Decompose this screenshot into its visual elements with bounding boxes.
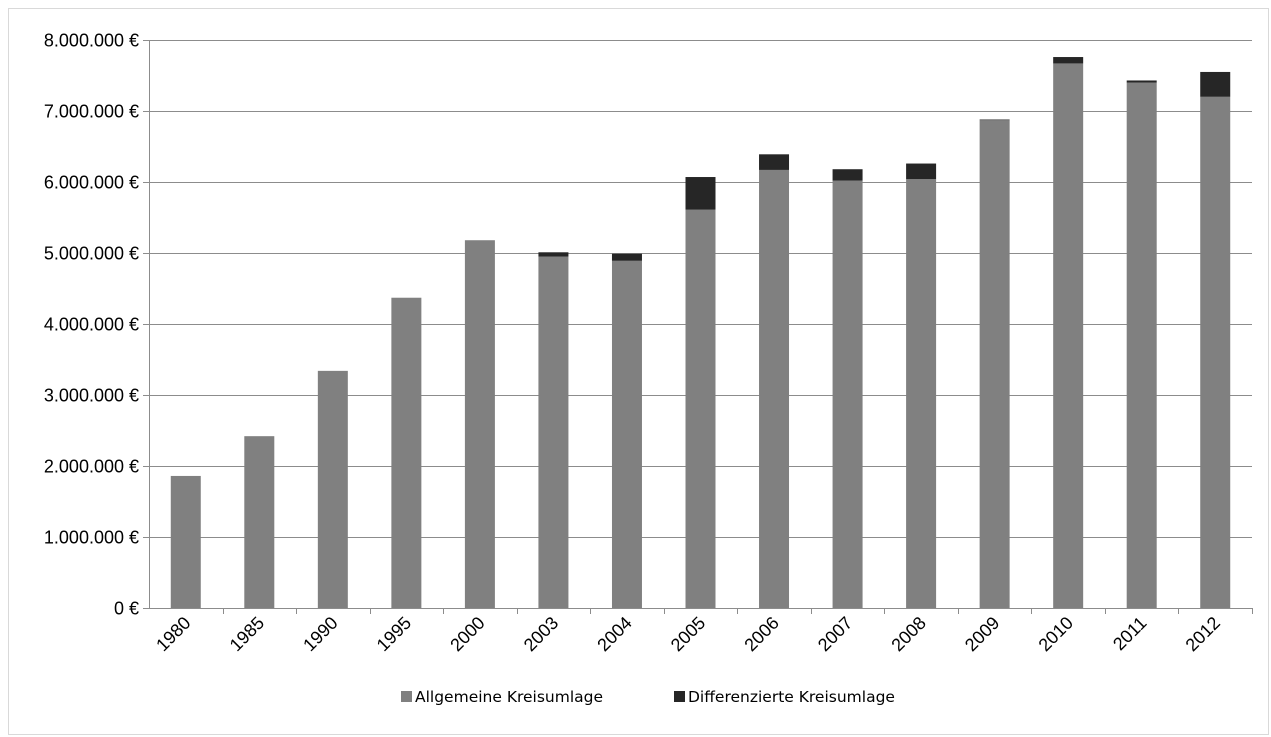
y-axis-tick-labels: 0 € 1.000.000 € 2.000.000 € 3.000.000 € 4.00…	[44, 31, 139, 619]
y-tick-label: 1.000.000 €	[44, 528, 139, 548]
y-tick-label: 3.000.000 €	[44, 386, 139, 406]
legend-label-allgemeine: Allgemeine Kreisumlage	[415, 688, 603, 706]
y-tick-label: 5.000.000 €	[44, 244, 139, 264]
bar-differenzierte-2011	[1126, 80, 1157, 83]
bar-allgemeine-2012	[1200, 96, 1231, 609]
y-tick-label: 6.000.000 €	[44, 173, 139, 193]
y-tick-label: 7.000.000 €	[44, 102, 139, 122]
x-tick-label: 2004	[593, 613, 635, 655]
legend: Allgemeine Kreisumlage Differenzierte Kre…	[401, 688, 895, 706]
x-tick-label: 2008	[887, 613, 929, 655]
x-axis-tick-labels: 1980 1985 1990 1995 2000 2003 2004 2005 2006 2007…	[152, 613, 1224, 655]
bar-allgemeine-2004	[611, 260, 642, 608]
bar-differenzierte-2007	[832, 169, 863, 181]
stacked-bar-chart: 0 € 1.000.000 € 2.000.000 € 3.000.000 € 4.00…	[44, 31, 1253, 706]
bar-allgemeine-1990	[317, 370, 348, 608]
x-tick-label: 1990	[299, 613, 341, 655]
bar-allgemeine-2010	[1053, 63, 1084, 609]
x-tick-label: 2003	[520, 613, 562, 655]
x-tick-label: 1980	[152, 613, 194, 655]
bar-allgemeine-2003	[538, 256, 569, 608]
x-tick-label: 2010	[1035, 613, 1077, 655]
bar-allgemeine-2011	[1126, 82, 1157, 609]
legend-swatch-allgemeine	[401, 691, 412, 702]
x-tick-label: 1985	[226, 613, 268, 655]
x-tick-label: 2000	[446, 613, 488, 655]
y-tick-label: 0 €	[114, 599, 139, 619]
x-tick-label: 2006	[740, 613, 782, 655]
bar-allgemeine-2009	[979, 120, 1010, 608]
bars	[170, 57, 1231, 609]
x-tick-label: 1995	[373, 613, 415, 655]
axes	[143, 40, 1253, 614]
bar-differenzierte-2010	[1053, 57, 1084, 64]
bar-differenzierte-2003	[538, 252, 569, 257]
bar-allgemeine-2005	[685, 209, 716, 608]
x-tick-label: 2012	[1182, 613, 1224, 655]
bar-differenzierte-2004	[611, 253, 642, 261]
bar-allgemeine-1985	[244, 436, 275, 608]
x-tick-label: 2011	[1109, 613, 1151, 655]
bar-allgemeine-1980	[170, 475, 201, 608]
chart-frame: 0 € 1.000.000 € 2.000.000 € 3.000.000 € 4.00…	[8, 8, 1269, 735]
bar-allgemeine-2008	[906, 179, 937, 608]
legend-swatch-differenzierte	[674, 691, 685, 702]
x-tick-label: 2005	[667, 613, 709, 655]
bar-allgemeine-1995	[391, 297, 422, 608]
y-tick-label: 2.000.000 €	[44, 457, 139, 477]
legend-label-differenzierte: Differenzierte Kreisumlage	[688, 688, 895, 706]
y-tick-label: 4.000.000 €	[44, 315, 139, 335]
bar-allgemeine-2006	[759, 169, 790, 608]
bar-differenzierte-2008	[906, 163, 937, 180]
x-tick-label: 2009	[961, 613, 1003, 655]
bar-allgemeine-2007	[832, 180, 863, 608]
bar-differenzierte-2012	[1200, 71, 1231, 97]
bar-differenzierte-2009	[979, 119, 1010, 121]
bar-differenzierte-2005	[685, 177, 716, 210]
y-tick-label: 8.000.000 €	[44, 31, 139, 51]
bar-differenzierte-2006	[759, 154, 790, 170]
x-tick-label: 2007	[814, 613, 856, 655]
bar-allgemeine-2000	[464, 240, 495, 608]
